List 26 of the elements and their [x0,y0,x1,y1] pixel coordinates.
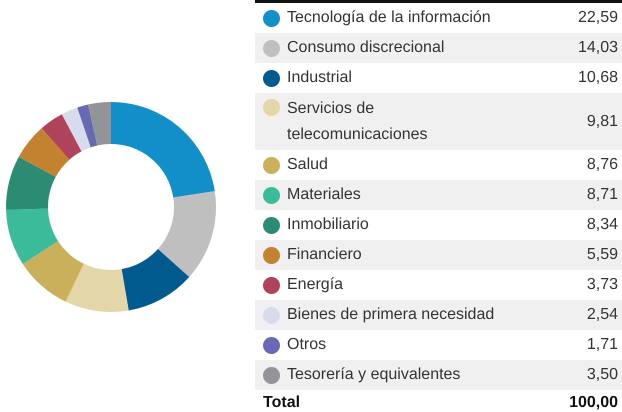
legend-label: Bienes de primera necesidad [287,305,496,325]
data-label: 3,50 [586,366,618,384]
data-label: 14,03 [578,39,618,57]
legend-label: Consumo discrecional [287,38,446,58]
data-label: 3,73 [586,276,618,294]
legend-label: Servicios de telecomunicaciones [287,98,429,144]
legend-label: Otros [287,335,328,355]
text: 100,00 [569,394,618,412]
legend-label: Materiales [287,185,362,205]
data-label: 10,68 [578,69,618,87]
legend-label: Tecnología de la información [287,8,492,28]
data-label: 2,54 [586,306,618,324]
legend-label: Salud [287,155,329,175]
legend-label: Energía [287,275,344,295]
legend-label: Industrial [287,68,353,88]
data-label: 22,59 [578,9,618,27]
data-label: 8,76 [586,156,618,174]
data-label: 8,34 [586,216,618,234]
legend-label: Inmobiliario [287,215,370,235]
data-label: 5,59 [586,246,618,264]
legend-label: Tesorería y equivalentes [287,365,462,385]
data-label: 8,71 [586,186,618,204]
data-label: 9,81 [586,112,618,130]
text: Total [263,394,302,412]
legend-label: Financiero [287,245,363,265]
data-label: 1,71 [586,336,618,354]
